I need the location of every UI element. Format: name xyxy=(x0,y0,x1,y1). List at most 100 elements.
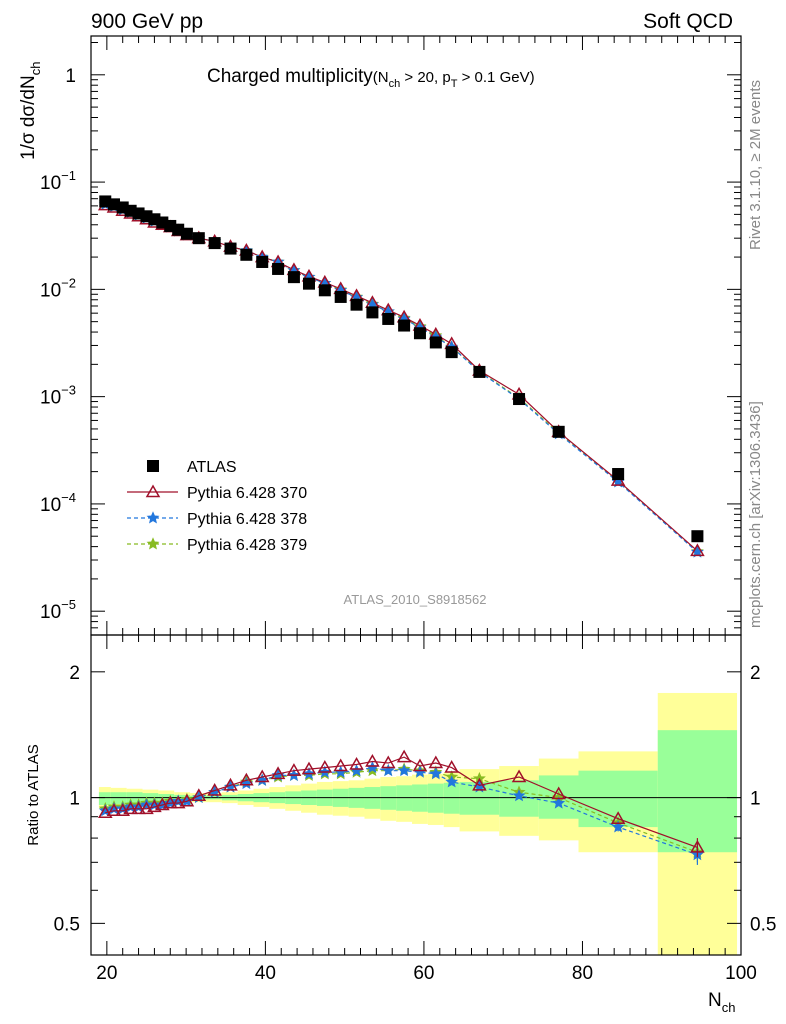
x-tick-label: 40 xyxy=(255,963,276,984)
marker-triangle xyxy=(380,755,396,769)
marker-triangle xyxy=(254,769,270,783)
marker-triangle xyxy=(396,749,412,763)
y-tick-label: 10−4 xyxy=(40,490,76,516)
marker-square xyxy=(382,312,395,325)
marker-square xyxy=(240,248,253,261)
band-inner xyxy=(98,792,111,806)
ratio-y-axis-title: Ratio to ATLAS xyxy=(25,744,42,845)
axes: 20 40 60 80 100 1 10−1 10−2 10−3 10−4 10−5 0.5 0.5 1 1… xyxy=(40,35,776,984)
ratio-y-tick-label-left: 1 xyxy=(69,789,80,810)
y-tick-label: 10−5 xyxy=(40,597,76,623)
marker-square xyxy=(552,425,565,438)
marker-triangle xyxy=(317,760,333,773)
marker-triangle xyxy=(610,811,626,824)
marker-triangle xyxy=(97,805,113,818)
marker-square xyxy=(224,242,237,255)
ratio-y-tick-label-left: 0.5 xyxy=(54,914,80,935)
marker-triangle xyxy=(191,788,207,802)
marker-square xyxy=(208,237,221,250)
marker-triangle xyxy=(301,761,317,775)
marker-star xyxy=(552,796,566,809)
marker-triangle xyxy=(179,793,195,807)
marker-square xyxy=(513,393,526,406)
band-inner xyxy=(110,792,127,805)
marker-square xyxy=(256,255,269,268)
marker-star xyxy=(146,511,160,524)
legend-label: Pythia 6.428 378 xyxy=(187,511,307,528)
marker-triangle xyxy=(690,839,705,853)
legend-label: Pythia 6.428 379 xyxy=(187,537,307,554)
marker-triangle xyxy=(511,769,527,783)
marker-square xyxy=(473,365,486,378)
marker-square xyxy=(612,468,625,481)
ratio-y-tick-label-right: 0.5 xyxy=(750,914,776,935)
legend-label: Pythia 6.428 370 xyxy=(187,485,307,502)
marker-triangle xyxy=(412,758,428,772)
marker-triangle xyxy=(365,754,380,767)
marker-star xyxy=(445,775,459,788)
marker-triangle xyxy=(223,777,238,791)
series-layer xyxy=(97,195,705,865)
marker-square xyxy=(318,284,331,297)
marker-triangle xyxy=(207,782,222,796)
ratio-y-tick-label-right: 2 xyxy=(750,663,761,684)
header-left: 900 GeV pp xyxy=(91,10,203,33)
marker-star xyxy=(146,537,160,550)
main-y-axis-title: 1/σ dσ/dNch xyxy=(18,62,43,160)
marker-triangle xyxy=(349,757,364,770)
marker-square xyxy=(445,346,458,359)
x-tick-label: 60 xyxy=(413,963,434,984)
band-inner xyxy=(427,783,444,813)
marker-square xyxy=(147,460,159,472)
x-tick-label: 100 xyxy=(725,963,757,984)
header-right: Soft QCD xyxy=(643,10,733,33)
y-tick-label: 10−2 xyxy=(40,275,76,301)
marker-triangle xyxy=(270,766,286,780)
ratio-y-tick-label-right: 1 xyxy=(750,789,761,810)
analysis-id: ATLAS_2010_S8918562 xyxy=(344,592,487,607)
marker-triangle xyxy=(286,763,302,776)
marker-square xyxy=(413,327,426,340)
marker-square xyxy=(429,336,442,349)
band-inner xyxy=(412,784,428,812)
marker-square xyxy=(180,227,193,240)
ratio-y-tick-label-left: 2 xyxy=(69,663,80,684)
legend-label: ATLAS xyxy=(187,459,237,476)
marker-square xyxy=(192,232,205,245)
y-tick-label: 10−1 xyxy=(40,168,76,194)
marker-triangle xyxy=(472,777,487,791)
marker-square xyxy=(691,530,704,543)
marker-triangle xyxy=(106,803,122,817)
marker-star xyxy=(397,763,411,777)
marker-square xyxy=(334,290,347,303)
uncertainty-bands xyxy=(98,692,738,955)
y-tick-label: 1 xyxy=(65,66,76,87)
marker-square xyxy=(366,306,379,319)
marker-triangle xyxy=(551,786,566,800)
marker-triangle xyxy=(131,801,146,815)
marker-square xyxy=(398,319,411,332)
marker-star xyxy=(512,789,526,802)
band-inner xyxy=(443,782,460,814)
y-tick-label: 10−3 xyxy=(40,383,76,409)
marker-triangle xyxy=(145,484,161,498)
x-tick-label: 20 xyxy=(96,963,117,984)
marker-star xyxy=(381,763,395,777)
band-inner xyxy=(657,730,738,853)
marker-triangle xyxy=(333,758,348,772)
marker-square xyxy=(302,277,315,290)
marker-triangle xyxy=(123,801,138,815)
marker-square xyxy=(350,298,363,311)
x-axis-title: Nch xyxy=(708,990,735,1015)
marker-star xyxy=(429,767,443,780)
legend: ATLAS Pythia 6.428 370 Pythia 6.428 378 Pyt… xyxy=(127,459,307,554)
marker-star xyxy=(611,820,625,833)
marker-triangle xyxy=(239,772,254,786)
marker-triangle xyxy=(428,755,444,769)
marker-square xyxy=(287,271,300,284)
mcplots-label: mcplots.cern.ch [arXiv:1306.3436] xyxy=(747,401,764,628)
x-tick-label: 80 xyxy=(572,963,593,984)
marker-triangle xyxy=(170,795,186,809)
chart-title: Charged multiplicity(Nch > 20, pT > 0.1 … xyxy=(207,66,535,90)
